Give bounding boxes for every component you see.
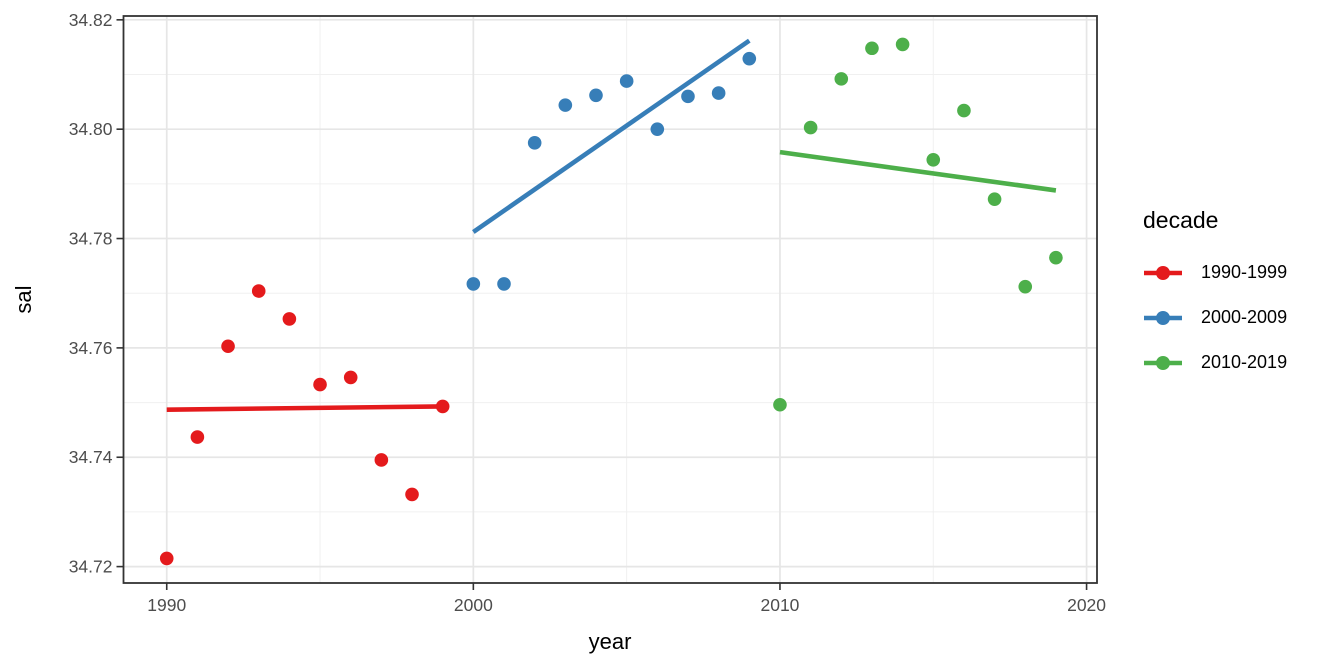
gridlines-major <box>123 16 1097 583</box>
trend-line <box>472 38 751 234</box>
panel-border <box>122 15 1098 584</box>
x-axis-title: year <box>589 629 632 654</box>
legend-entry-label: 2010-2019 <box>1201 352 1288 372</box>
y-tick-label: 34.72 <box>69 557 113 577</box>
data-point <box>497 277 511 291</box>
data-point <box>527 136 542 150</box>
data-point <box>190 430 205 444</box>
axis-tick-labels: 1990 2000 2010 2020 34.72 34.74 34.76 34.78 34.8… <box>69 10 1107 615</box>
legend-key-line-point-icon <box>1144 265 1182 280</box>
data-point <box>589 88 603 103</box>
x-tick-label: 2010 <box>760 595 799 615</box>
data-point <box>343 370 358 385</box>
x-tick-label: 1990 <box>147 595 186 615</box>
y-tick-label: 34.74 <box>69 447 113 467</box>
data-point <box>619 74 634 88</box>
y-tick-label: 34.78 <box>69 229 113 249</box>
y-tick-label: 34.82 <box>69 10 113 30</box>
data-point <box>159 551 174 566</box>
legend-title: decade <box>1143 207 1219 233</box>
data-point <box>282 312 297 326</box>
data-points <box>159 37 1063 566</box>
data-point <box>650 122 665 136</box>
data-point <box>987 192 1002 206</box>
legend-key-line-point-icon <box>1144 355 1182 370</box>
x-tick-label: 2020 <box>1067 595 1106 615</box>
y-tick-label: 34.76 <box>69 338 113 358</box>
y-tick-label: 34.80 <box>69 119 113 139</box>
data-point <box>834 72 849 86</box>
data-point <box>251 284 266 298</box>
data-point <box>803 120 818 135</box>
axis-ticks <box>116 19 1088 590</box>
data-point <box>374 453 389 467</box>
data-point <box>221 339 235 354</box>
legend-entry: 2000-2009 <box>1143 295 1287 340</box>
data-point <box>865 41 879 56</box>
data-point <box>711 86 726 100</box>
trend-line <box>779 149 1057 193</box>
data-point <box>1049 250 1063 265</box>
data-point <box>466 277 481 291</box>
data-point <box>1018 279 1033 294</box>
x-tick-label: 2000 <box>454 595 493 615</box>
data-point <box>558 98 573 112</box>
data-point <box>405 487 419 502</box>
data-point <box>742 51 757 66</box>
trend-line <box>166 404 443 412</box>
data-point <box>895 37 910 52</box>
data-point <box>313 377 327 392</box>
legend-key-line-point-icon <box>1144 310 1182 325</box>
gridlines-minor <box>123 16 1097 583</box>
data-point <box>773 397 787 412</box>
legend-entry: 1990-1999 <box>1143 250 1287 295</box>
data-point <box>681 89 695 104</box>
legend-entry-label: 2000-2009 <box>1201 307 1288 327</box>
y-axis-title: sal <box>11 285 36 313</box>
legend-entry: 2010-2019 <box>1143 340 1287 385</box>
trend-lines <box>166 38 1057 412</box>
legend: decade 1990-1999 2000-2009 2010-2019 <box>1143 206 1287 385</box>
legend-entry-label: 1990-1999 <box>1201 262 1288 282</box>
data-point <box>957 103 971 118</box>
data-point <box>926 153 941 167</box>
